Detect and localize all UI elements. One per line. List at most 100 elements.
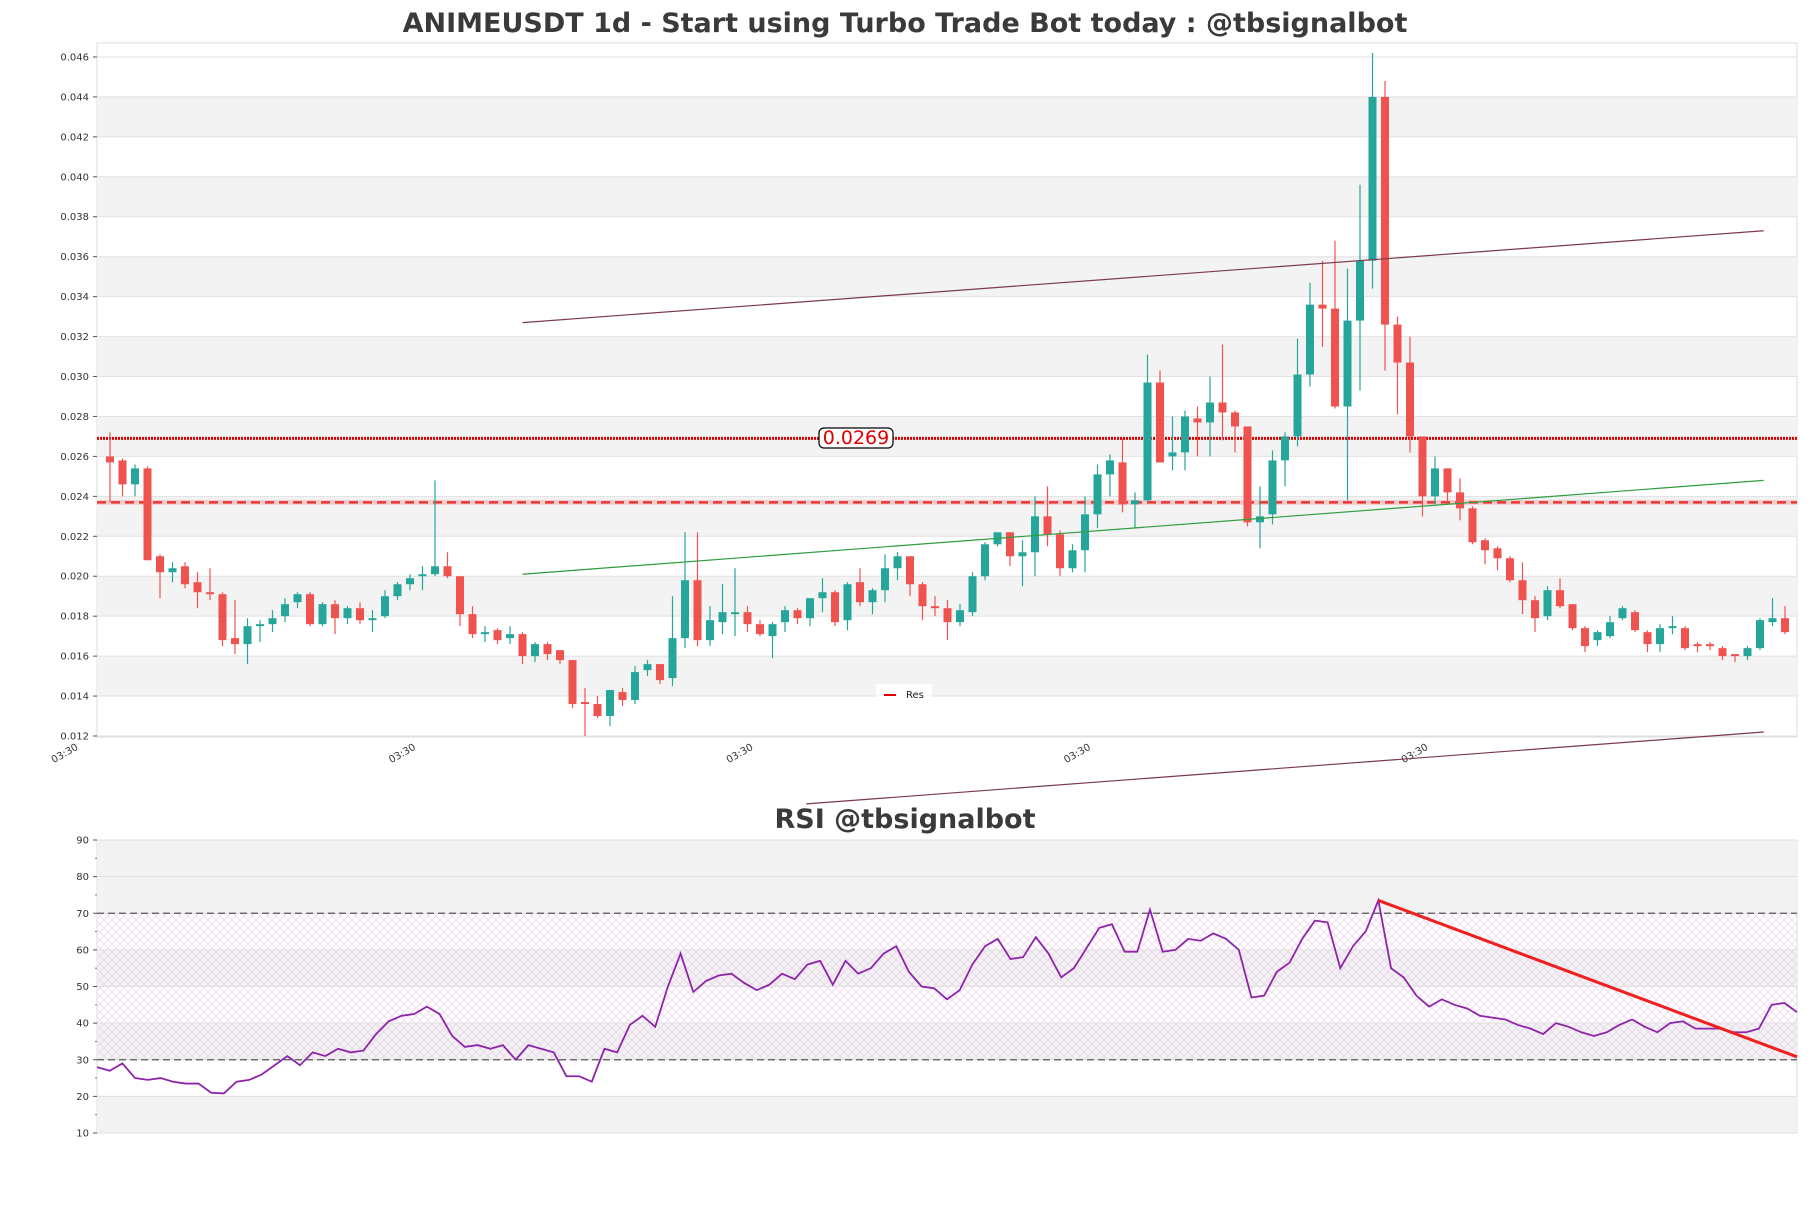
candle [718,584,727,635]
candle-body [1206,402,1214,423]
candle-body [256,624,264,627]
candle-body [1306,304,1314,375]
rsi-band [97,1096,1797,1133]
candle-body [631,672,639,701]
x-tick-label: 03:30 [725,742,755,766]
candle-body [981,544,989,577]
candle-body [593,704,602,717]
candle-body [1593,632,1602,641]
candle [856,568,864,607]
candle [381,590,389,619]
candle [968,572,977,617]
candle [443,552,452,579]
candle-body [456,576,464,615]
candle-body [1393,324,1402,363]
candle-body [1618,608,1627,619]
candle-body [543,644,552,655]
candle [1593,630,1602,647]
trendline-upper [522,230,1764,324]
rsi-y-tick-label: 20 [76,1092,89,1103]
candle [806,598,814,627]
candle-body [1531,600,1539,619]
candle-body [181,566,189,585]
level-lines [97,436,1797,505]
x-tick-label: 03:30 [50,742,80,766]
candle-body [518,634,527,657]
candle-body [468,614,477,635]
candle [643,660,652,677]
candle-body [918,584,927,607]
candle [331,600,339,635]
candle-body [1381,96,1389,325]
candle [581,688,589,737]
candle-body [393,584,402,597]
y-tick-label: 0.028 [60,412,89,423]
x-tick-label: 03:30 [1400,742,1430,766]
candle [1656,624,1664,653]
candle [956,604,964,627]
candle-body [1193,418,1202,423]
candle [668,596,677,687]
candle [1456,478,1464,521]
candle [406,574,414,591]
candle [1231,410,1239,453]
grid-band [97,416,1797,457]
candle-body [731,612,739,615]
y-tick-label: 0.040 [60,172,89,183]
rsi-y-tick-label: 80 [76,872,89,883]
candle [1143,354,1152,503]
res-level-label: 0.0269 [818,427,894,449]
rsi-band [97,876,1797,914]
candle [1181,410,1189,471]
candle-body [118,460,127,485]
trendlines [522,230,1764,805]
candle-body [1343,320,1352,407]
candle-body [356,608,364,621]
candle [843,582,852,631]
candle [1581,626,1589,653]
candle [656,664,664,685]
candle-body [1743,648,1752,657]
candle [1443,468,1452,503]
candle [731,568,739,637]
candle-body [643,664,652,671]
candle [318,602,327,627]
candle [1206,376,1214,457]
candle-body [893,556,902,569]
candle [506,626,514,645]
candle-body [1706,644,1714,647]
y-tick-label: 0.016 [60,652,89,663]
rsi-y-tick-label: 60 [76,945,89,956]
candle [1318,260,1327,347]
main-y-axis: 0.012 0.014 0.016 0.018 0.020 0.022 0.024 0.026… [60,52,97,743]
candle-body [781,610,789,623]
candle-body [1156,382,1164,463]
y-tick-label: 0.018 [60,612,89,623]
rsi-series [96,897,1798,1095]
candle [1743,646,1752,661]
candle [1706,642,1714,651]
candle [631,666,639,705]
main-x-axis: 03:30 03:30 03:30 03:30 03:30 [50,742,1430,766]
y-tick-label: 0.044 [60,92,89,103]
y-tick-label: 0.014 [60,692,89,703]
grid-band [97,176,1797,217]
candle [556,650,564,665]
candle [1406,336,1414,453]
x-tick-label: 03:30 [387,742,417,766]
candle [868,588,877,615]
candle [756,620,764,637]
candle-body [481,632,489,635]
candle-body [1243,426,1252,523]
candle-body [1068,550,1077,569]
candle-body [1543,590,1552,617]
y-tick-label: 0.026 [60,452,89,463]
candle [918,582,927,621]
candle-body [1781,618,1789,633]
candle-body [681,580,689,639]
candle-body [1181,416,1189,453]
candle-body [1643,632,1652,645]
candle-body [606,690,614,717]
candle-body [381,596,389,617]
